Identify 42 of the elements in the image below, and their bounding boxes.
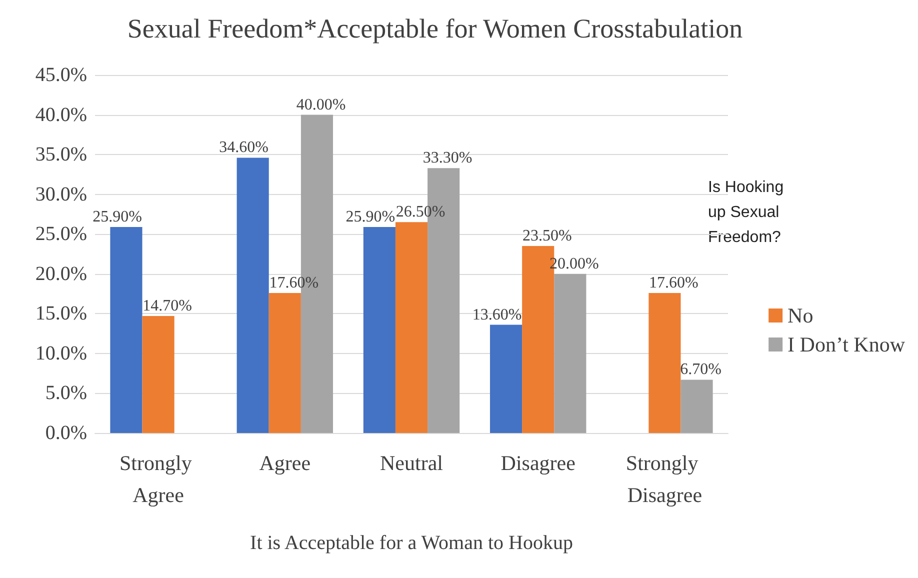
y-tick-label: 25.0% — [35, 223, 87, 246]
data-label: 17.60% — [269, 274, 319, 292]
y-tick-label: 10.0% — [35, 342, 87, 364]
bar — [236, 158, 269, 433]
chart-title: Sexual Freedom*Acceptable for Women Crosstabulation — [127, 14, 744, 44]
x-tick-label: Disagree — [500, 451, 576, 475]
data-label: 33.30% — [422, 150, 472, 167]
x-tick-label: Strongly Agree — [120, 451, 198, 507]
data-label: 25.90% — [92, 208, 142, 226]
legend-label: No — [788, 304, 814, 328]
y-tick-label: 0.0% — [45, 422, 87, 444]
data-label: 17.60% — [649, 274, 698, 292]
x-tick-label: Strongly Disagree — [626, 451, 704, 507]
bar — [490, 324, 522, 433]
y-tick-label: 15.0% — [35, 302, 87, 325]
bar — [554, 274, 586, 433]
y-tick-label: 40.0% — [35, 104, 87, 126]
x-tick-label: Neutral — [380, 451, 444, 475]
data-label: 23.50% — [522, 228, 572, 245]
data-label: 6.70% — [680, 361, 722, 378]
data-label: 14.70% — [142, 298, 192, 315]
legend-title: Is Hooking up Sexual Freedom? — [708, 179, 788, 246]
x-tick-label: Agree — [259, 451, 311, 475]
bar — [648, 292, 681, 433]
bar — [268, 292, 301, 433]
data-label: 40.00% — [296, 96, 346, 114]
bar — [680, 380, 713, 433]
data-label: 26.50% — [396, 204, 446, 221]
legend-label: I Don’t Know — [788, 332, 906, 356]
y-tick-label: 5.0% — [45, 382, 87, 404]
data-label: 13.60% — [472, 306, 522, 324]
data-label: 25.90% — [346, 208, 396, 226]
y-tick-label: 20.0% — [35, 262, 87, 285]
bar — [142, 316, 174, 433]
y-tick-label: 30.0% — [35, 183, 87, 206]
bar — [395, 222, 428, 433]
y-tick-label: 45.0% — [35, 64, 87, 86]
bar — [110, 226, 142, 433]
data-label: 34.60% — [219, 139, 268, 156]
bar — [363, 226, 396, 433]
y-tick-label: 35.0% — [35, 144, 87, 166]
x-axis-title: It is Acceptable for a Woman to Hookup — [250, 532, 573, 554]
